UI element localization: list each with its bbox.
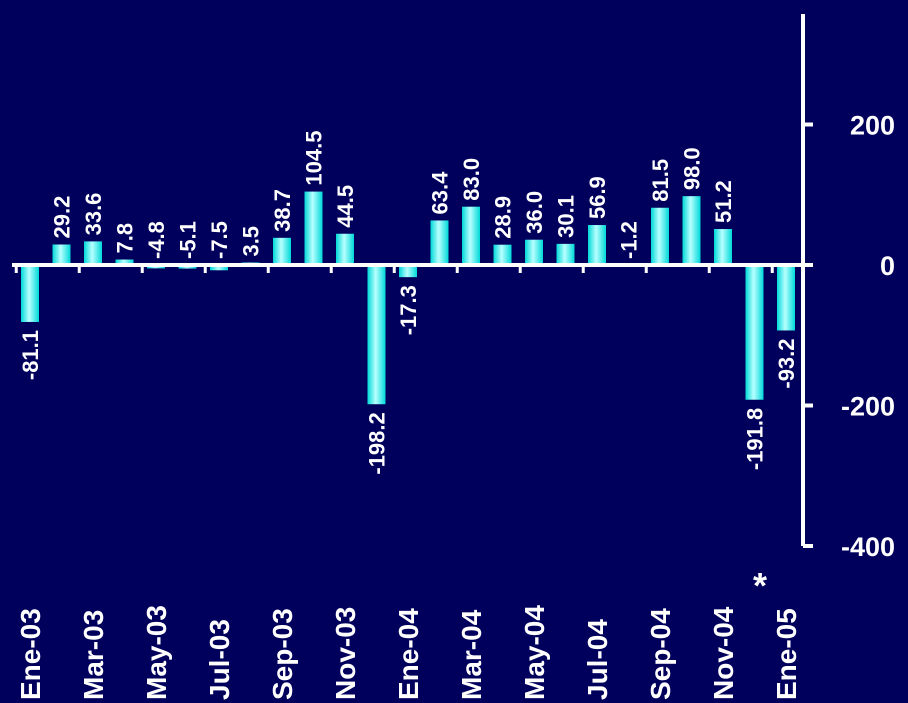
y-tick-label: 200 (850, 111, 895, 141)
bar-Feb-04 (430, 220, 449, 265)
bar-Dic-04 (745, 265, 764, 400)
x-category-label-May-04: May-04 (519, 605, 550, 700)
x-category-label-Sep-03: Sep-03 (267, 608, 298, 700)
x-category-label-Mar-04: Mar-04 (456, 609, 487, 700)
bar-Ene-04 (399, 265, 417, 278)
bar-Jul-03 (210, 265, 228, 271)
data-label-May-04: 36.0 (522, 191, 547, 234)
bar-Jun-04 (556, 243, 575, 265)
bar-May-04 (525, 239, 543, 265)
data-label-Ene-05: -93.2 (774, 338, 799, 388)
bar-Oct-03 (304, 191, 323, 265)
data-label-Abr-04: 28.9 (491, 196, 516, 239)
bar-Sep-03 (273, 237, 291, 265)
data-label-Feb-03: 29.2 (50, 196, 75, 239)
y-tick-label: -200 (841, 392, 895, 422)
data-label-Nov-04: 51.2 (711, 180, 736, 223)
bar-Nov-04 (714, 229, 732, 265)
bar-Oct-04 (682, 196, 701, 265)
bar-Mar-04 (462, 206, 480, 265)
data-label-Oct-04: 98.0 (680, 147, 705, 190)
x-category-label-May-03: May-03 (141, 605, 172, 700)
bar-Nov-03 (336, 233, 354, 265)
data-label-Jun-04: 30.1 (554, 195, 579, 238)
data-label-Nov-03: 44.5 (333, 185, 358, 228)
bar-Jul-04 (588, 225, 606, 265)
data-label-Mar-04: 83.0 (459, 158, 484, 201)
bar-Ene-05 (777, 265, 795, 331)
data-label-Ago-04: -1.2 (617, 221, 642, 259)
x-category-label-Ene-04: Ene-04 (393, 608, 424, 700)
bar-Abr-03 (115, 259, 134, 265)
x-category-label-Ene-05: Ene-05 (771, 608, 802, 700)
x-category-label-Mar-03: Mar-03 (78, 610, 109, 700)
data-label-Jul-04: 56.9 (585, 176, 610, 219)
data-label-Abr-03: 7.8 (113, 223, 138, 254)
data-label-Feb-04: 63.4 (428, 171, 453, 215)
bar-Mar-03 (84, 241, 102, 265)
data-label-Sep-04: 81.5 (648, 159, 673, 202)
data-label-Dic-03: -198.2 (365, 412, 390, 474)
footnote-asterisk: * (753, 565, 767, 606)
x-category-label-Sep-04: Sep-04 (645, 608, 676, 700)
x-category-label-Jul-04: Jul-04 (582, 619, 613, 700)
axes-layer (12, 14, 813, 548)
data-label-Oct-03: 104.5 (302, 131, 327, 186)
x-category-label-Nov-03: Nov-03 (330, 607, 361, 700)
data-label-Jun-03: -5.1 (176, 221, 201, 259)
data-label-Ene-03: -81.1 (18, 330, 43, 380)
data-label-Mar-03: 33.6 (81, 193, 106, 236)
x-category-label-Nov-04: Nov-04 (708, 606, 739, 700)
bar-Feb-03 (52, 244, 71, 265)
x-category-label-Ene-03: Ene-03 (15, 608, 46, 700)
bar-Ene-03 (21, 265, 39, 322)
data-label-Jul-03: -7.5 (207, 221, 232, 259)
data-label-Ago-03: 3.5 (239, 226, 264, 257)
labels-layer: -81.1 29.2 33.6 7.8 -4.8 -5.1 -7.5 3.538.7 104.5… (15, 111, 895, 701)
data-label-Dic-04: -191.8 (743, 408, 768, 470)
x-category-label-Jul-03: Jul-03 (204, 619, 235, 700)
bar-Abr-04 (493, 244, 512, 265)
y-tick-label: -400 (841, 532, 895, 562)
data-label-Ene-04: -17.3 (396, 285, 421, 335)
y-tick-label: 0 (880, 251, 895, 281)
bar-Sep-04 (651, 207, 669, 265)
bar-Dic-03 (367, 265, 386, 405)
data-label-Sep-03: 38.7 (270, 189, 295, 232)
data-label-May-03: -4.8 (144, 221, 169, 259)
bars-layer (21, 191, 795, 405)
